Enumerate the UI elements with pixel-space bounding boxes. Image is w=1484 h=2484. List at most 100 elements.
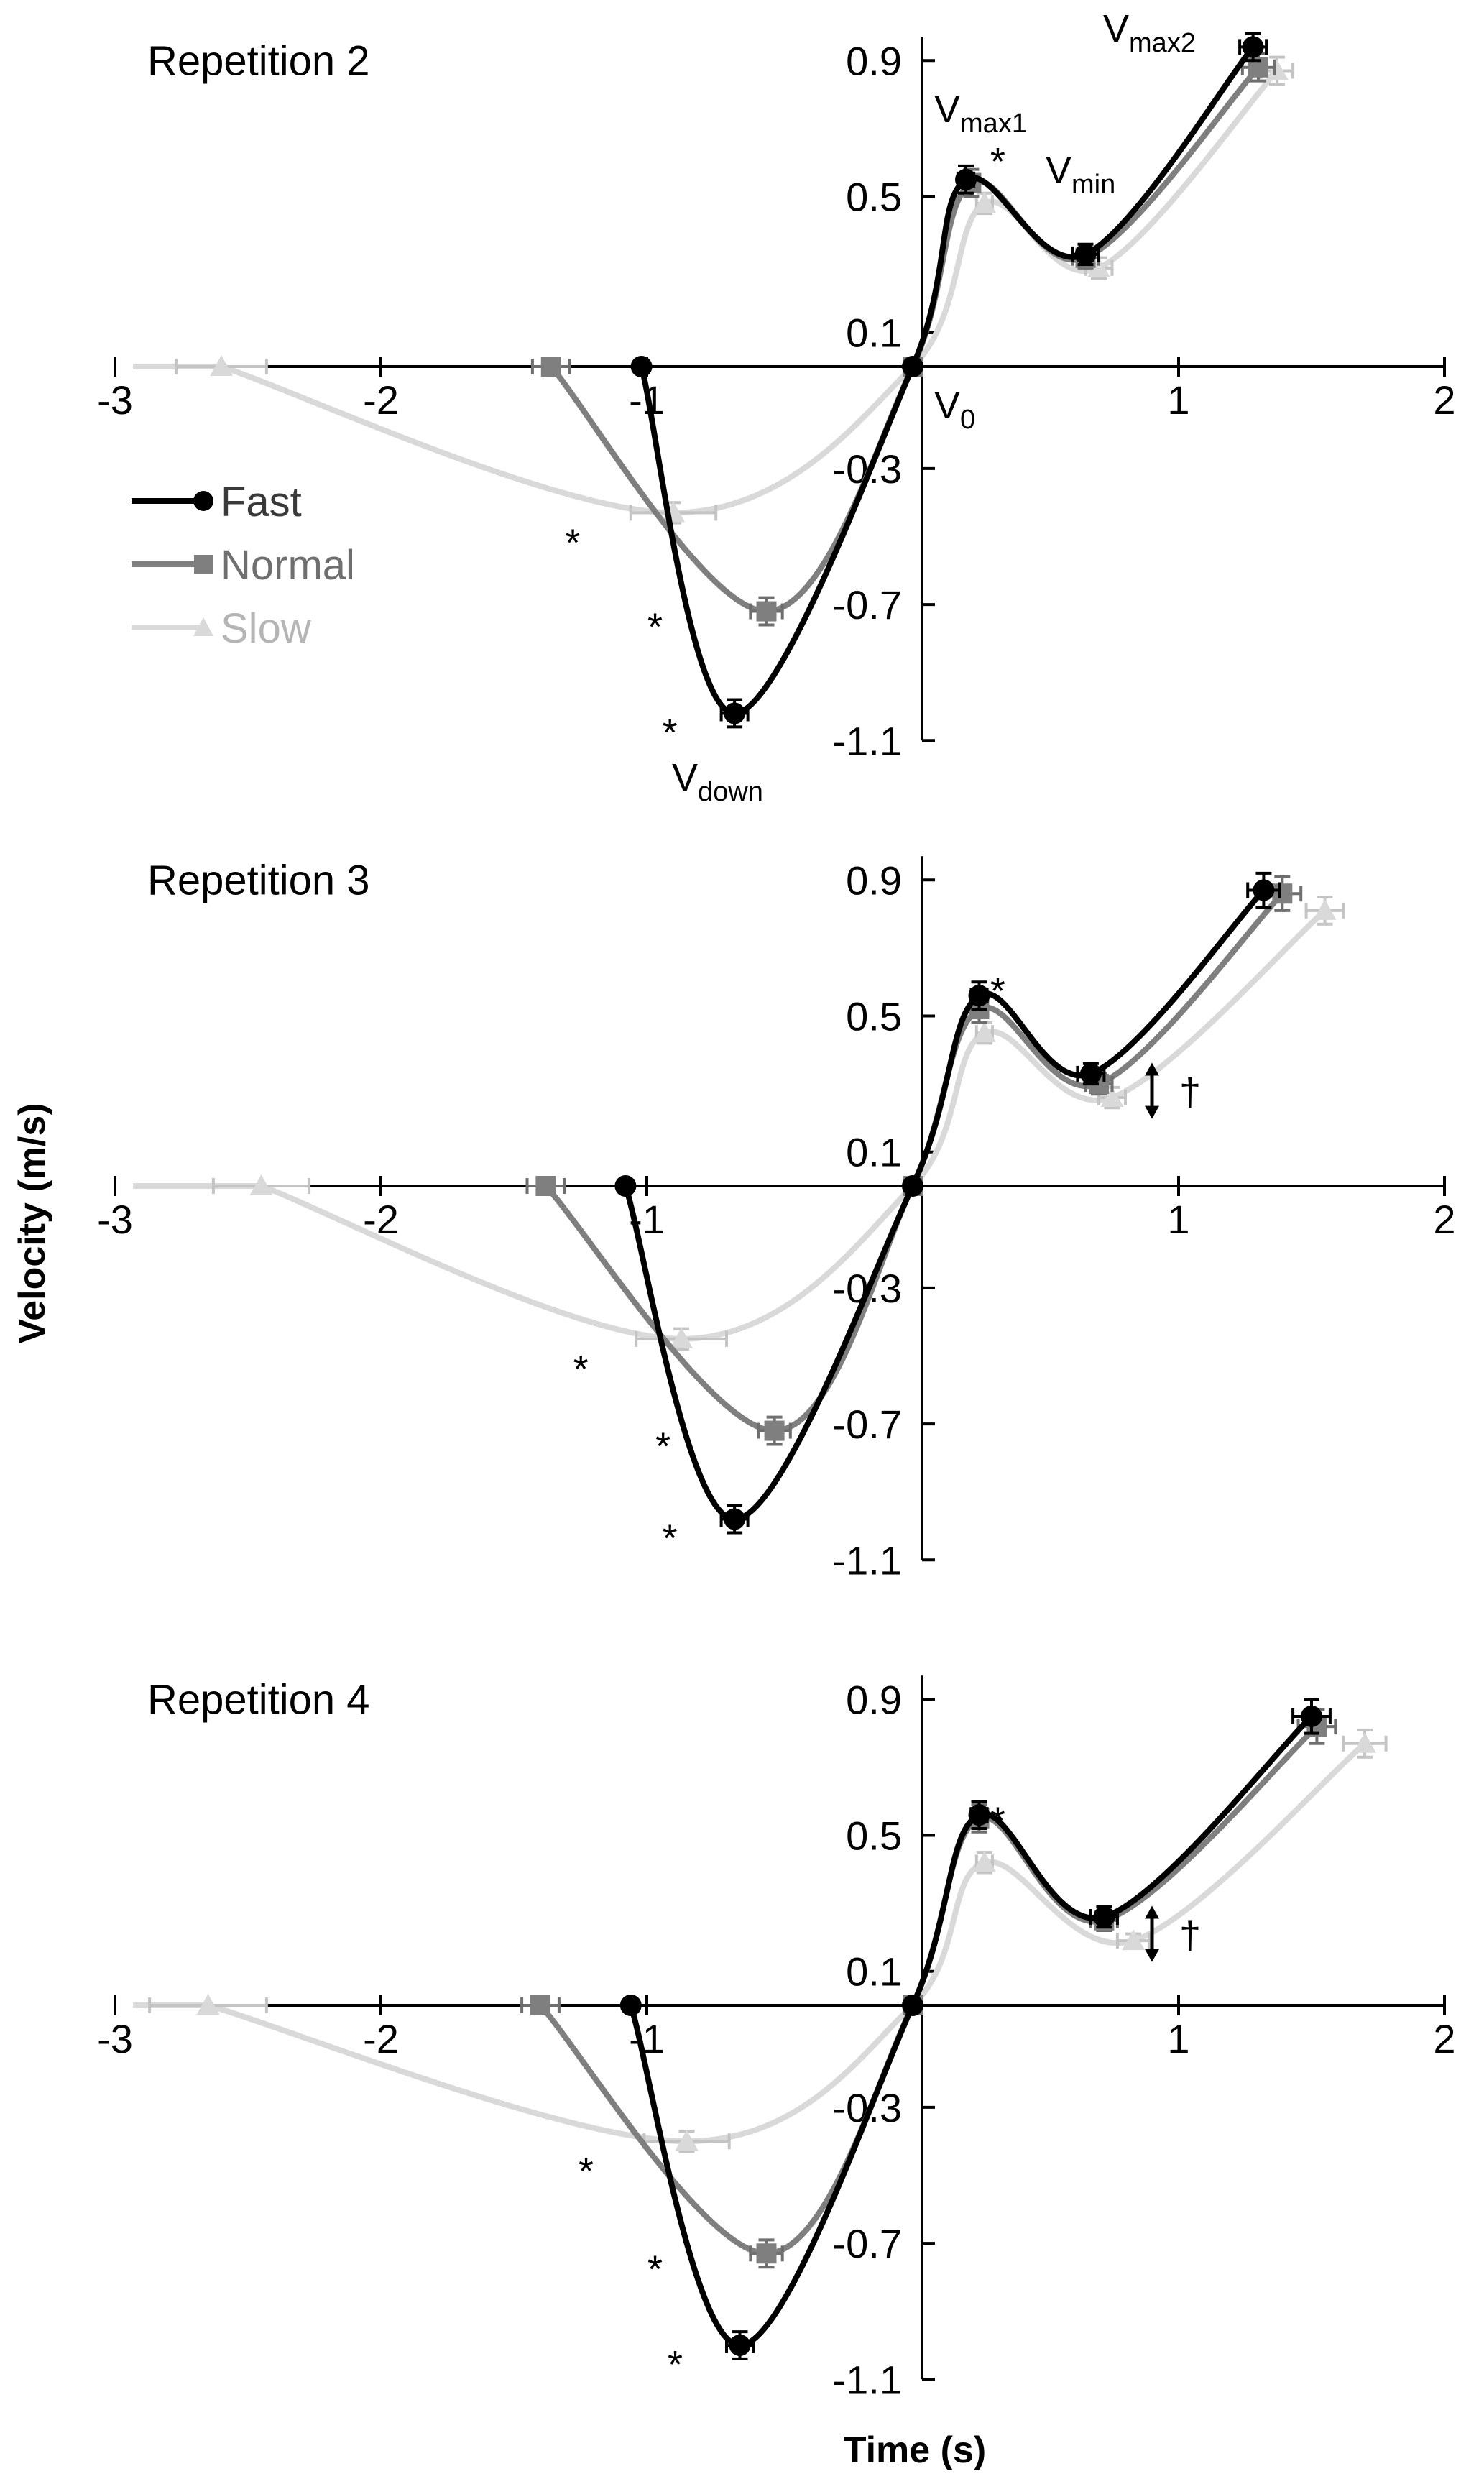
legend-marker-fast	[193, 491, 213, 511]
legend-item-slow: Slow	[132, 605, 312, 652]
y-tick-label: 0.9	[846, 38, 902, 83]
data-point-fast	[1079, 1062, 1102, 1085]
dagger-mark: †	[1179, 1071, 1201, 1114]
y-tick-label: 0.1	[846, 1130, 902, 1175]
vdown-label-sub: down	[698, 777, 763, 807]
x-tick-label: 1	[1167, 377, 1189, 423]
data-point-slow	[670, 1327, 693, 1348]
series-line-slow	[220, 68, 1279, 516]
significance-star: *	[655, 1425, 670, 1468]
data-point-normal	[756, 601, 777, 622]
data-point-fast	[1074, 243, 1097, 265]
dagger-mark: †	[1179, 1914, 1201, 1957]
data-point-fast	[1093, 1906, 1115, 1928]
series-line-slow	[207, 1741, 1367, 2145]
data-point-slow	[972, 191, 996, 213]
y-tick-label: 0.5	[846, 994, 902, 1039]
dagger-arrow-head-up	[1145, 1062, 1159, 1076]
series-line-slow	[260, 908, 1327, 1342]
data-point-fast	[902, 1175, 923, 1197]
data-point-slow	[1313, 898, 1337, 920]
panel-title: Repetition 3	[147, 857, 370, 903]
x-axis-title: Time (s)	[844, 2429, 986, 2471]
data-point-fast	[724, 1508, 746, 1530]
series-slow	[133, 895, 1345, 1351]
significance-star: *	[990, 1799, 1005, 1842]
vmax2-label: Vmax2	[1103, 7, 1196, 58]
data-point-slow	[675, 2130, 699, 2151]
y-tick-label: 0.9	[846, 1677, 902, 1722]
data-point-normal	[535, 1176, 556, 1196]
legend-label-fast: Fast	[221, 479, 302, 525]
significance-star: *	[663, 711, 678, 754]
v0-label: V0	[934, 384, 975, 435]
significance-star: *	[663, 1517, 678, 1560]
data-point-slow	[1087, 256, 1110, 277]
panel-title: Repetition 2	[147, 37, 370, 84]
data-point-normal	[764, 1420, 785, 1441]
data-point-normal	[540, 356, 561, 377]
legend-label-slow: Slow	[221, 605, 312, 652]
data-point-fast	[968, 985, 990, 1007]
legend-marker-slow	[193, 617, 213, 636]
y-axis-title: Velocity (m/s)	[11, 1103, 53, 1343]
y-tick-label: 0.5	[846, 175, 902, 220]
data-point-normal	[756, 2243, 777, 2264]
legend: Fast Normal Slow	[132, 479, 355, 652]
x-tick-label: -2	[363, 2016, 399, 2061]
data-point-normal	[530, 1995, 550, 2015]
vmin-label-main: V	[1046, 149, 1071, 192]
significance-star: *	[579, 2150, 594, 2193]
vdown-label-main: V	[672, 756, 698, 799]
legend-marker-normal	[194, 555, 213, 574]
data-point-slow	[1353, 1731, 1376, 1753]
y-tick-label: 0.9	[846, 857, 902, 903]
y-tick-label: -0.7	[833, 582, 903, 627]
vmax1-label: Vmax1	[934, 88, 1027, 139]
x-tick-label: -3	[97, 377, 133, 423]
panel-title: Repetition 4	[147, 1676, 370, 1723]
y-tick-label: 0.1	[846, 310, 902, 356]
legend-item-fast: Fast	[132, 479, 302, 525]
y-tick-label: -1.1	[833, 2357, 903, 2402]
x-tick-label: -3	[97, 2016, 133, 2061]
series-fast	[630, 32, 1268, 729]
data-point-fast	[968, 1804, 990, 1826]
y-tick-label: -1.1	[833, 1537, 903, 1583]
x-tick-label: 1	[1167, 2016, 1189, 2061]
series-line-fast	[627, 1714, 1314, 2348]
data-point-fast	[1253, 879, 1275, 901]
vmin-label-sub: min	[1071, 170, 1115, 200]
vmax2-label-sub: max2	[1129, 28, 1196, 58]
x-tick-label: 1	[1167, 1197, 1189, 1242]
vdown-label: Vdown	[672, 756, 763, 807]
panel-2: Repetition 2-3 -2 -1 1 20.90.50.1-0.3-0.7-1.…	[97, 7, 1455, 807]
significance-star: *	[647, 606, 663, 649]
y-tick-label: 0.1	[846, 1949, 902, 1995]
dagger-arrow-head-up	[1145, 1905, 1159, 1919]
vmax2-label-main: V	[1103, 7, 1129, 50]
legend-label-normal: Normal	[221, 542, 355, 589]
significance-star: *	[990, 140, 1005, 183]
vmin-label: Vmin	[1046, 149, 1115, 200]
data-point-slow	[210, 355, 233, 376]
data-point-slow	[1100, 1086, 1124, 1108]
v0-label-main: V	[934, 384, 960, 427]
y-tick-label: -0.7	[833, 1402, 903, 1447]
vmax1-label-sub: max1	[960, 109, 1027, 139]
x-tick-label: -2	[363, 377, 399, 423]
legend-item-normal: Normal	[132, 542, 355, 589]
data-point-fast	[630, 356, 653, 377]
data-point-slow	[196, 1994, 220, 2015]
data-point-fast	[724, 702, 746, 724]
panel-4: Repetition 4-3 -2 -1 1 20.90.50.1-0.3-0.7-1.…	[97, 1675, 1456, 2402]
significance-star: *	[647, 2248, 663, 2291]
series-line-fast	[638, 45, 1255, 717]
x-tick-label: 2	[1433, 2016, 1455, 2061]
data-point-fast	[955, 168, 977, 190]
series-fast	[614, 871, 1281, 1535]
x-tick-label: 2	[1433, 1197, 1455, 1242]
significance-star: *	[573, 1348, 589, 1391]
